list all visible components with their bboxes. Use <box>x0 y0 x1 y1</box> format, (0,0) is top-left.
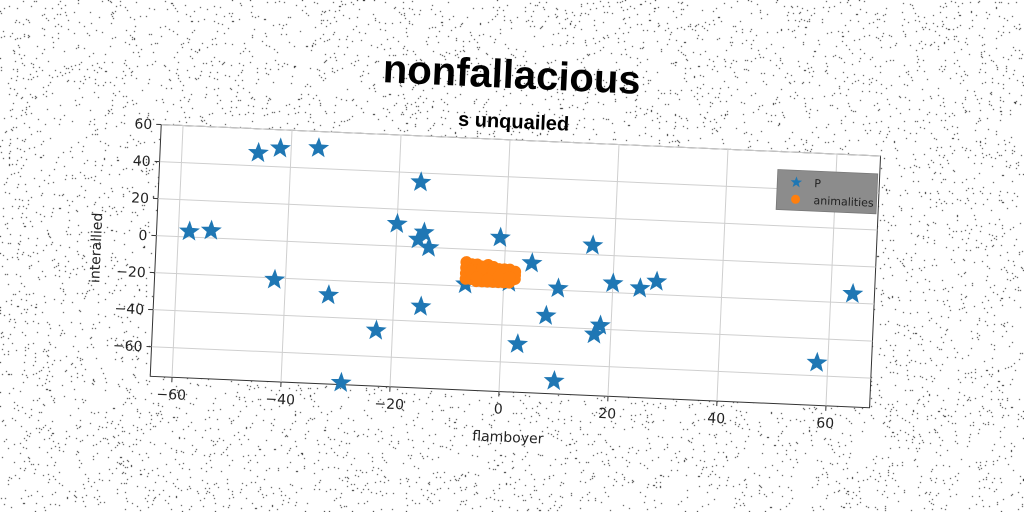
grid <box>151 124 881 406</box>
data-point-star <box>270 137 291 158</box>
data-point-star <box>308 137 330 158</box>
data-point-star <box>589 314 611 335</box>
data-point-star <box>582 234 604 255</box>
data-point-star <box>521 252 543 273</box>
data-point-star <box>507 333 529 354</box>
y-tick-label: 60 <box>134 116 153 133</box>
chart-subtitle: s unquailed <box>458 109 570 136</box>
x-gridline <box>716 149 729 402</box>
data-point-star <box>418 236 440 257</box>
y-tick-label: −60 <box>113 338 143 355</box>
data-point-star <box>629 277 651 298</box>
data-point-star <box>318 284 340 305</box>
y-tick-label: 20 <box>131 190 150 207</box>
y-gridline <box>161 124 881 157</box>
x-tick-label: 20 <box>598 406 617 423</box>
x-tick-label: −20 <box>374 396 404 413</box>
chart-title: nonfallacious <box>382 47 642 103</box>
y-gridline <box>151 346 871 379</box>
data-point-circle <box>476 262 489 275</box>
y-tick-label: 40 <box>132 153 151 170</box>
data-point-circle <box>503 271 516 284</box>
y-gridline <box>156 235 876 268</box>
data-point-star <box>247 141 269 163</box>
x-axis-label: flamboyer <box>472 428 544 447</box>
x-gridline <box>607 144 620 397</box>
y-tick-label: 0 <box>138 228 148 244</box>
data-point-circle <box>470 271 483 284</box>
x-tick-label: −40 <box>265 391 295 408</box>
legend-circle-marker <box>791 194 801 204</box>
data-point-star <box>407 228 429 249</box>
data-point-star <box>842 282 864 304</box>
data-point-circle <box>481 273 494 286</box>
data-point-star <box>543 369 565 391</box>
data-point-star <box>200 219 222 240</box>
series-animalities <box>459 256 522 289</box>
data-point-star <box>489 226 511 247</box>
data-point-star <box>535 304 557 325</box>
y-tick-label: −20 <box>116 264 146 281</box>
legend-label: animalities <box>813 194 874 210</box>
data-point-star <box>584 323 605 344</box>
x-gridline <box>171 125 184 378</box>
y-gridline <box>159 161 879 194</box>
x-gridline <box>389 135 402 387</box>
data-point-star <box>547 277 569 298</box>
x-tick-label: −60 <box>156 387 186 404</box>
legend-label: P <box>814 177 822 190</box>
series-layer <box>179 137 864 392</box>
data-point-star <box>179 220 200 241</box>
data-point-star <box>602 272 624 293</box>
x-tick-label: 40 <box>707 411 726 428</box>
y-tick-label: −40 <box>114 301 144 318</box>
x-tick-label: 60 <box>816 415 835 432</box>
data-point-circle <box>492 270 505 283</box>
tick-layer: −60 −40 −20 0 20 40 60 −60 −40 −20 0 20 40 60 <box>113 116 835 432</box>
y-gridline <box>157 198 878 231</box>
data-point-star <box>806 351 828 372</box>
data-point-star <box>410 171 432 192</box>
data-point-star <box>646 270 668 291</box>
y-axis-label: interallied <box>87 212 106 283</box>
data-point-star <box>365 319 387 340</box>
legend-box <box>775 169 879 215</box>
data-point-star <box>264 268 286 289</box>
legend-star-marker <box>790 176 803 188</box>
data-point-star <box>410 295 432 316</box>
data-point-star <box>386 212 408 234</box>
x-tick-label: 0 <box>493 401 503 417</box>
data-point-star <box>330 371 352 392</box>
y-gridline <box>153 309 873 342</box>
x-gridline <box>280 130 293 383</box>
